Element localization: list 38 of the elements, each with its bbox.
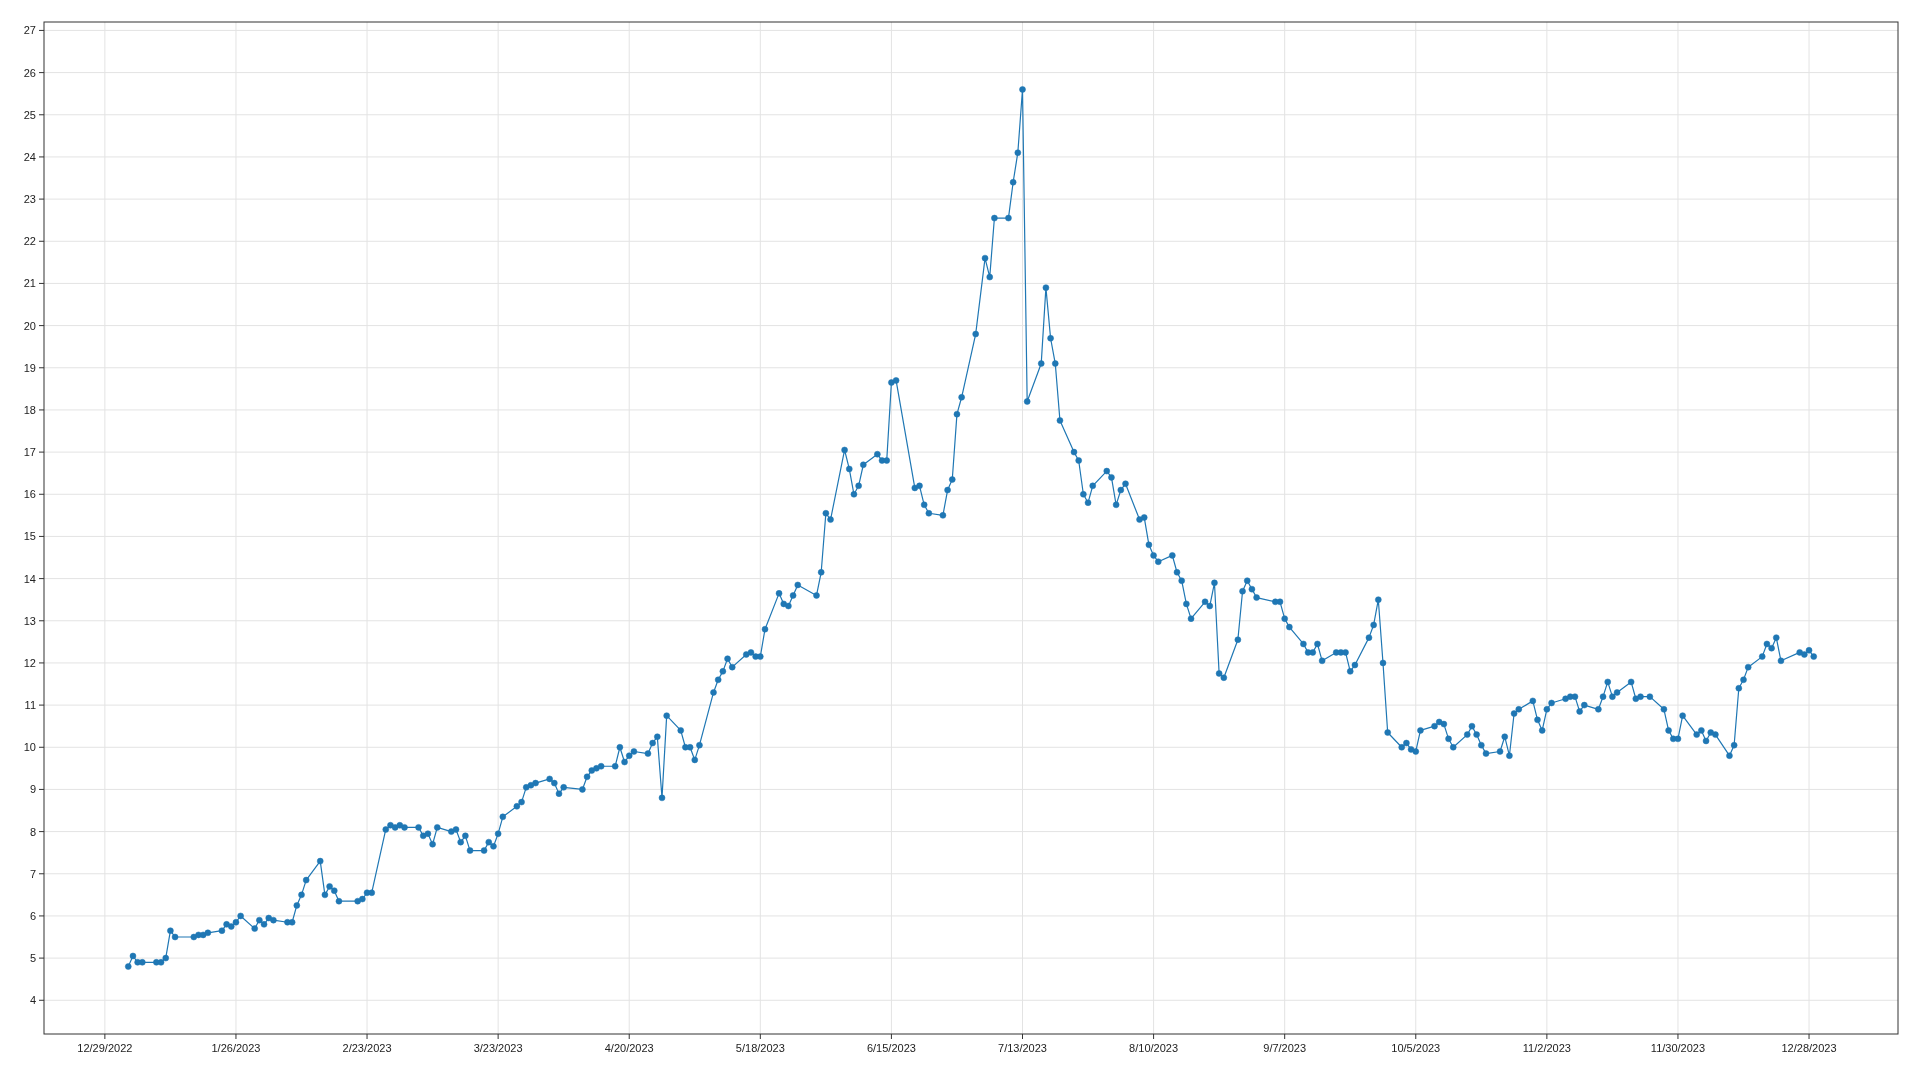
y-tick-label: 27 xyxy=(23,24,36,37)
x-tick-label: 10/5/2023 xyxy=(1391,1042,1441,1054)
y-tick-label: 23 xyxy=(23,193,36,206)
y-tick-label: 7 xyxy=(29,867,36,880)
y-tick-label: 10 xyxy=(23,741,36,754)
x-tick-label: 11/30/2023 xyxy=(1650,1042,1706,1054)
y-tick-label: 5 xyxy=(29,952,36,965)
y-tick-label: 15 xyxy=(23,530,36,543)
y-tick-label: 20 xyxy=(23,319,36,332)
x-tick-label: 4/20/2023 xyxy=(604,1042,654,1054)
x-tick-label: 2/23/2023 xyxy=(342,1042,392,1054)
x-tick-label: 11/2/2023 xyxy=(1522,1042,1571,1054)
y-tick-label: 19 xyxy=(23,361,36,374)
y-tick-label: 6 xyxy=(29,909,36,922)
y-tick-label: 18 xyxy=(23,403,36,416)
y-tick-label: 4 xyxy=(29,994,36,1007)
y-tick-label: 13 xyxy=(23,614,36,627)
x-tick-label: 8/10/2023 xyxy=(1129,1042,1179,1054)
y-tick-label: 8 xyxy=(29,825,36,838)
y-tick-label: 11 xyxy=(24,699,36,712)
y-tick-label: 21 xyxy=(23,277,36,290)
y-tick-label: 9 xyxy=(29,783,36,796)
x-tick-label: 3/23/2023 xyxy=(473,1042,523,1054)
x-tick-label: 12/28/2023 xyxy=(1781,1042,1837,1054)
x-tick-label: 9/7/2023 xyxy=(1263,1042,1307,1054)
y-tick-label: 12 xyxy=(23,656,36,669)
x-tick-label: 12/29/2022 xyxy=(77,1042,133,1054)
x-tick-label: 7/13/2023 xyxy=(998,1042,1047,1054)
y-tick-label: 16 xyxy=(23,488,36,501)
x-tick-label: 1/26/2023 xyxy=(211,1042,261,1054)
y-tick-label: 17 xyxy=(23,446,36,459)
y-tick-label: 14 xyxy=(23,572,36,585)
y-tick-label: 22 xyxy=(23,235,36,248)
x-tick-label: 5/18/2023 xyxy=(735,1042,785,1054)
y-tick-label: 24 xyxy=(23,150,36,163)
y-tick-label: 26 xyxy=(23,66,36,79)
x-tick-label: 6/15/2023 xyxy=(866,1042,916,1054)
y-tick-label: 25 xyxy=(23,108,36,121)
